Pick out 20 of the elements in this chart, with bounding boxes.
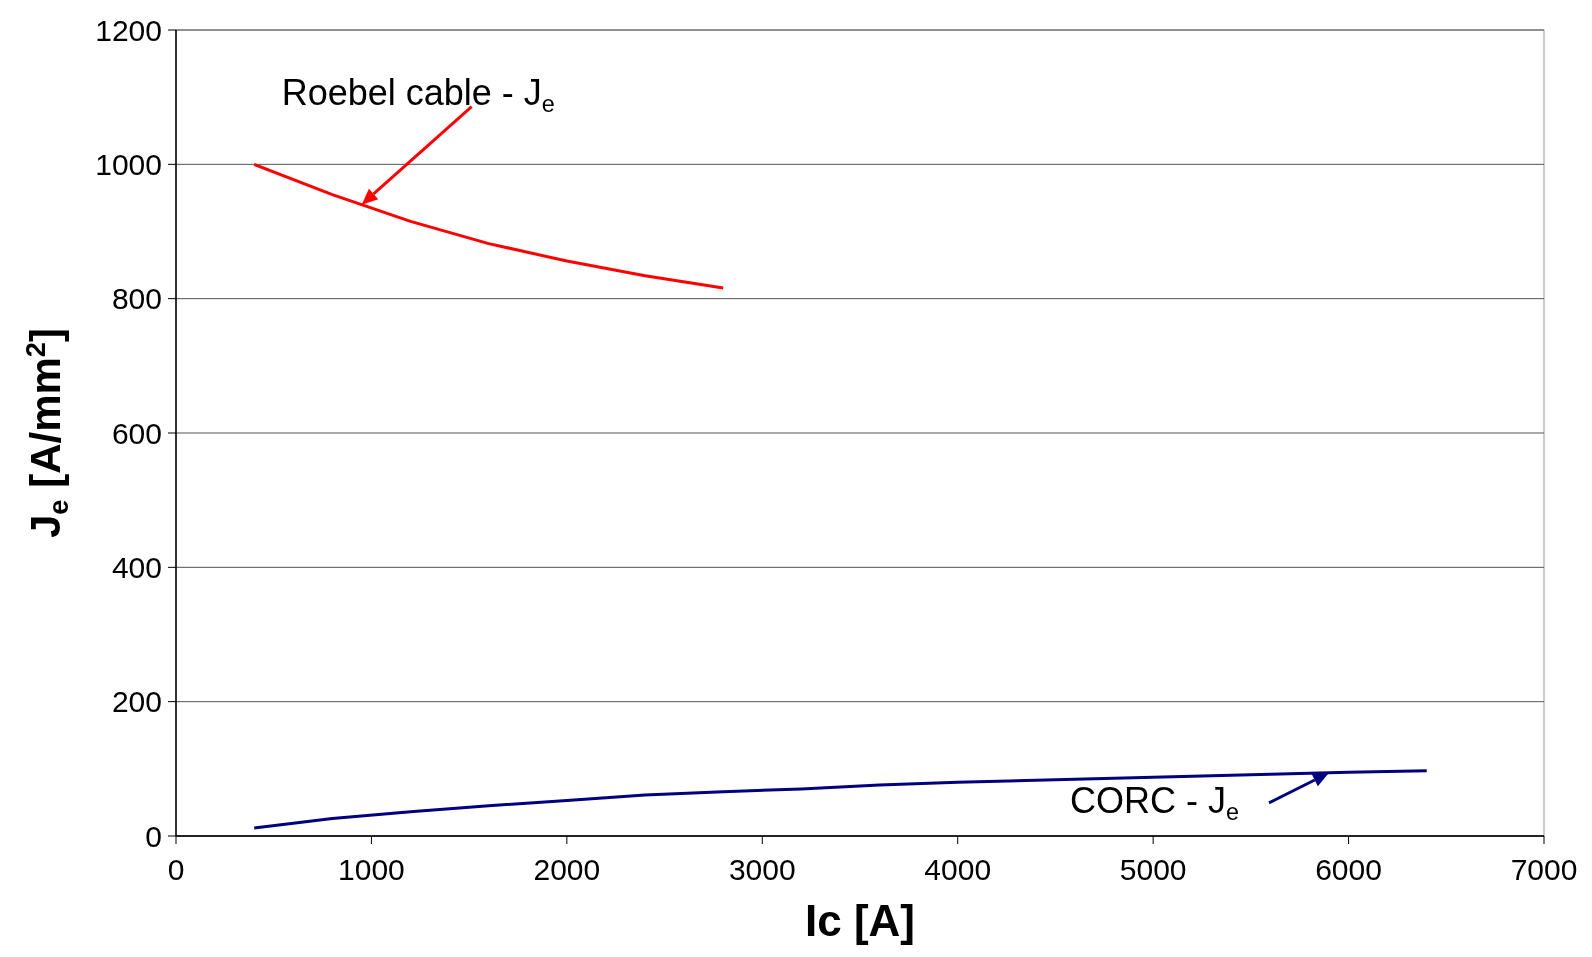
x-tick-label: 4000	[924, 853, 992, 886]
x-tick-label: 2000	[533, 853, 601, 886]
y-tick-label: 400	[111, 550, 162, 584]
line-series	[252, 162, 725, 290]
x-tick-label: 3000	[728, 853, 796, 886]
y-tick-label: 1200	[95, 13, 162, 47]
annotation: Roebel cable - J$_{e}$	[281, 71, 555, 117]
y-tick-label: 1000	[95, 147, 162, 181]
line-series	[252, 769, 1429, 830]
y-tick-label: 200	[111, 685, 162, 719]
x-tick-label: 1000	[338, 853, 405, 886]
y-tick-label: 800	[111, 282, 162, 316]
y-tick-label: 0	[145, 819, 162, 853]
x-tick-label: 6000	[1315, 853, 1382, 886]
y-tick-label: 600	[111, 416, 162, 450]
x-tick-label: 0	[167, 853, 185, 886]
annotation: CORC - J$_{e}$	[1070, 779, 1240, 825]
x-tick-label: 7000	[1510, 853, 1578, 886]
x-axis-title: Ic [A]	[805, 896, 915, 945]
x-tick-label: 5000	[1119, 853, 1187, 886]
